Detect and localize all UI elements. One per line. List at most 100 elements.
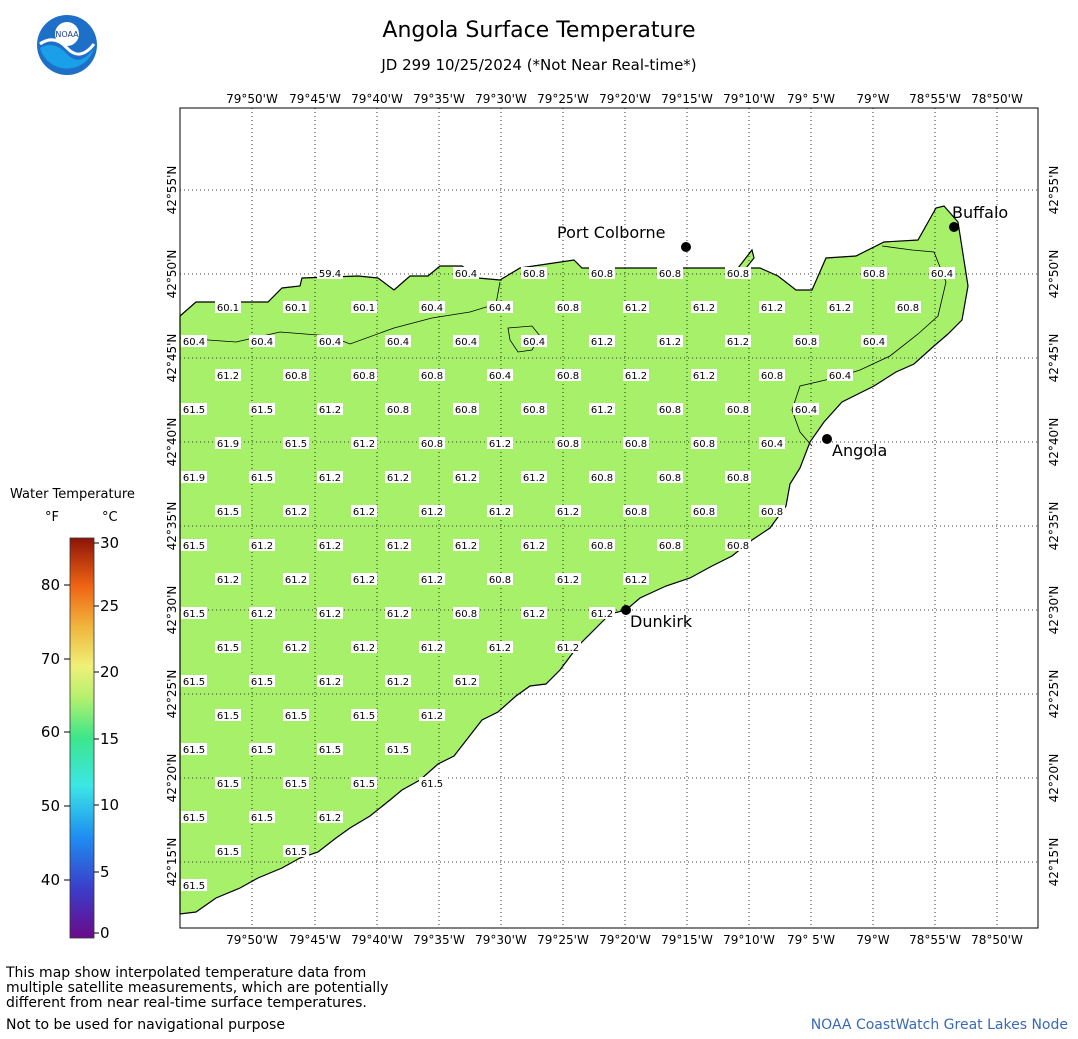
temperature-value: 60.8 [419, 369, 445, 382]
longitude-label: 79°25'W [537, 933, 589, 947]
temperature-value: 61.5 [283, 437, 309, 450]
temperature-value: 61.2 [521, 607, 547, 620]
svg-text:60.4: 60.4 [421, 303, 443, 314]
temperature-value: 61.2 [623, 573, 649, 586]
temperature-value: 60.8 [691, 437, 717, 450]
longitude-label: 79°W [856, 933, 889, 947]
temperature-labels: 59.4 60.4 60.8 60.8 60.8 60.8 60.8 60.4 60.1 60.1… [181, 267, 955, 892]
svg-text:61.2: 61.2 [489, 643, 511, 654]
svg-text:60.8: 60.8 [659, 405, 681, 416]
svg-text:61.2: 61.2 [387, 677, 409, 688]
temperature-value: 61.2 [385, 471, 411, 484]
latitude-label: 42°30'N [165, 586, 179, 635]
latitude-label: 42°55'N [1047, 166, 1061, 215]
svg-text:61.9: 61.9 [183, 473, 205, 484]
svg-text:60.8: 60.8 [523, 405, 545, 416]
svg-text:61.2: 61.2 [591, 337, 613, 348]
svg-text:60.4: 60.4 [863, 337, 885, 348]
svg-text:61.2: 61.2 [353, 643, 375, 654]
temperature-value: 61.2 [351, 505, 377, 518]
temperature-value: 61.5 [249, 471, 275, 484]
temperature-value: 61.2 [283, 641, 309, 654]
temperature-value: 60.4 [793, 403, 819, 416]
temperature-value: 61.5 [283, 845, 309, 858]
latitude-label: 42°45'N [1047, 334, 1061, 383]
longitude-label: 78°50'W [971, 92, 1023, 106]
latitude-label: 42°15'N [1047, 838, 1061, 887]
legend-f-tick: 80 [41, 576, 60, 594]
svg-text:61.5: 61.5 [251, 473, 273, 484]
legend-c-tick: 5 [100, 863, 110, 881]
footnote-line: multiple satellite measurements, which a… [6, 980, 389, 996]
temperature-value: 60.4 [249, 335, 275, 348]
temperature-value: 61.2 [827, 301, 853, 314]
longitude-label: 79°50'W [226, 933, 278, 947]
longitude-label: 79°40'W [351, 933, 403, 947]
svg-text:61.2: 61.2 [251, 609, 273, 620]
temperature-value: 60.8 [623, 505, 649, 518]
temperature-value: 61.2 [317, 403, 343, 416]
svg-text:61.2: 61.2 [353, 575, 375, 586]
temperature-value: 61.9 [181, 471, 207, 484]
svg-text:61.2: 61.2 [523, 473, 545, 484]
temperature-value: 60.8 [759, 505, 785, 518]
temperature-value: 60.8 [453, 403, 479, 416]
temperature-value: 60.4 [317, 335, 343, 348]
svg-text:60.4: 60.4 [489, 371, 511, 382]
svg-text:61.5: 61.5 [251, 745, 273, 756]
temperature-value: 61.5 [249, 811, 275, 824]
svg-text:60.8: 60.8 [761, 507, 783, 518]
svg-text:61.2: 61.2 [319, 813, 341, 824]
svg-text:61.5: 61.5 [353, 711, 375, 722]
footnote-line: This map show interpolated temperature d… [6, 965, 367, 981]
svg-text:61.5: 61.5 [353, 779, 375, 790]
legend-unit-celsius: °C [102, 510, 118, 525]
latitude-label: 42°55'N [165, 166, 179, 215]
legend-celsius-ticks: 30 25 20 15 10 5 0 [94, 534, 119, 942]
svg-text:61.2: 61.2 [421, 575, 443, 586]
temperature-value: 61.2 [351, 437, 377, 450]
temperature-value: 60.8 [657, 539, 683, 552]
svg-text:61.2: 61.2 [217, 575, 239, 586]
svg-text:60.8: 60.8 [489, 575, 511, 586]
temperature-value: 61.5 [181, 675, 207, 688]
longitude-label: 79°30'W [475, 933, 527, 947]
svg-text:60.8: 60.8 [523, 269, 545, 280]
city-label: Dunkirk [630, 612, 693, 631]
temperature-value: 61.2 [351, 641, 377, 654]
svg-text:61.2: 61.2 [319, 677, 341, 688]
svg-text:61.2: 61.2 [557, 575, 579, 586]
temperature-value: 60.8 [725, 539, 751, 552]
svg-text:60.8: 60.8 [591, 473, 613, 484]
temperature-value: 60.4 [487, 301, 513, 314]
temperature-value: 61.5 [317, 743, 343, 756]
latitude-label: 42°35'N [165, 502, 179, 551]
svg-text:60.8: 60.8 [727, 473, 749, 484]
svg-text:61.2: 61.2 [625, 575, 647, 586]
temperature-value: 60.8 [521, 403, 547, 416]
longitude-labels: 79°50'W 79°50'W 79°45'W 79°45'W 79°40'W 79°40… [226, 92, 1023, 947]
temperature-value: 60.1 [215, 301, 241, 314]
latitude-label: 42°25'N [1047, 670, 1061, 719]
svg-text:60.8: 60.8 [421, 439, 443, 450]
svg-text:61.5: 61.5 [183, 405, 205, 416]
svg-text:60.1: 60.1 [217, 303, 239, 314]
city-dot [949, 222, 959, 232]
svg-text:60.4: 60.4 [761, 439, 783, 450]
svg-text:60.4: 60.4 [455, 337, 477, 348]
temperature-value: 60.8 [385, 403, 411, 416]
svg-text:61.2: 61.2 [523, 541, 545, 552]
city-port-colborne: Port Colborne [557, 223, 691, 252]
temperature-value: 61.2 [385, 607, 411, 620]
city-label: Port Colborne [557, 223, 665, 242]
svg-text:60.4: 60.4 [489, 303, 511, 314]
temperature-value: 61.2 [215, 369, 241, 382]
temperature-value: 60.4 [521, 335, 547, 348]
svg-text:61.2: 61.2 [455, 677, 477, 688]
temperature-value: 61.5 [215, 777, 241, 790]
latitude-labels: 42°55'N 42°55'N 42°50'N 42°50'N 42°45'N 42°45… [165, 166, 1061, 887]
svg-text:61.2: 61.2 [761, 303, 783, 314]
legend-f-tick: 40 [41, 871, 60, 889]
temperature-value: 61.5 [215, 505, 241, 518]
